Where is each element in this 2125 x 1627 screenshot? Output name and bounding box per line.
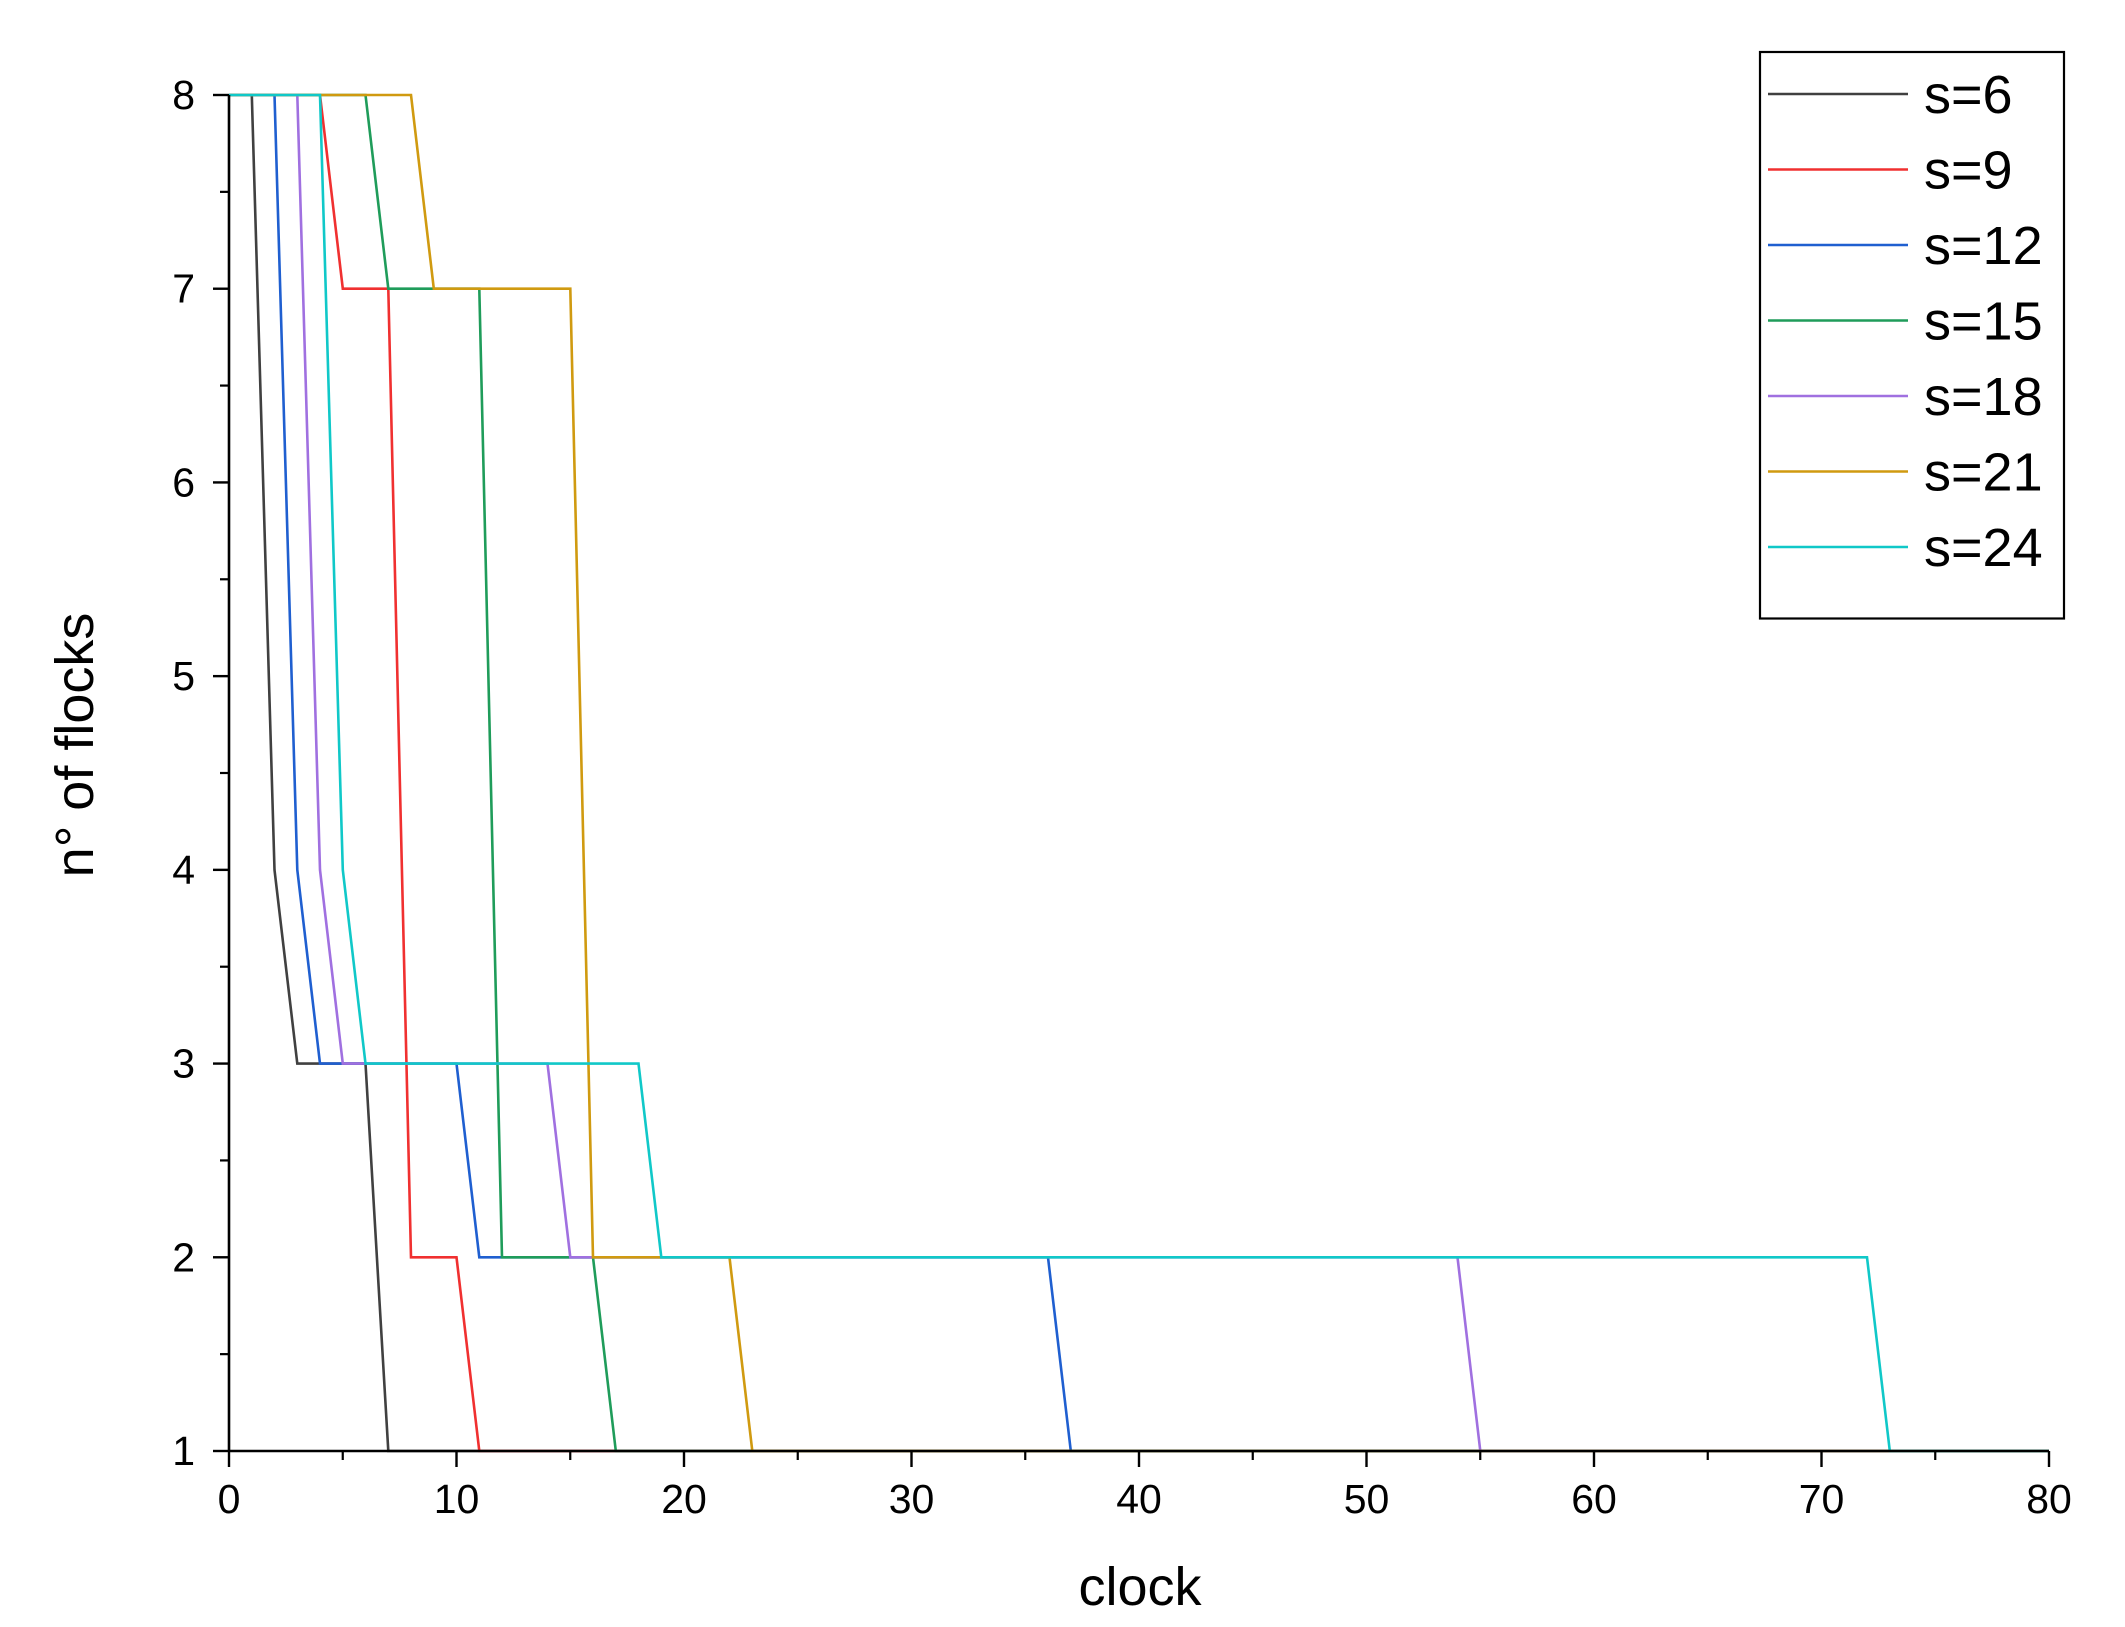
- y-tick-label: 4: [172, 847, 195, 893]
- series-line-6: [229, 93, 2049, 1453]
- y-tick-label: 2: [172, 1234, 195, 1280]
- legend-label: s=9: [1924, 141, 2013, 201]
- legend-label: s=24: [1924, 518, 2043, 578]
- legend-box: [1758, 50, 2066, 620]
- legend-label: s=21: [1924, 443, 2043, 503]
- series-line-3: [229, 93, 2049, 1453]
- x-tick-label: 60: [1571, 1476, 1617, 1522]
- y-tick-label: 5: [172, 653, 195, 699]
- x-tick-label: 30: [889, 1476, 935, 1522]
- legend-label: s=12: [1924, 216, 2043, 276]
- x-tick-label: 0: [218, 1476, 241, 1522]
- series-line-5: [229, 93, 2049, 1453]
- x-tick-label: 10: [434, 1476, 480, 1522]
- series-line-1: [229, 93, 2049, 1453]
- y-tick-label: 8: [172, 72, 195, 118]
- y-axis-title: n° of flocks: [45, 613, 105, 878]
- y-tick-label: 7: [172, 266, 195, 312]
- ticks: 0 10 20 30 40 50 60 70 80 1 2 3 4 5 6 7 8: [172, 72, 2072, 1522]
- series-layer: [229, 93, 2049, 1453]
- x-axis-title: clock: [1078, 1557, 1202, 1617]
- legend-label: s=15: [1924, 292, 2043, 352]
- legend: s=6 s=9 s=12 s=15 s=18 s=21 s=24: [1758, 50, 2066, 620]
- x-tick-label: 20: [661, 1476, 707, 1522]
- x-tick-label: 40: [1116, 1476, 1162, 1522]
- y-tick-label: 6: [172, 459, 195, 505]
- legend-label: s=18: [1924, 367, 2043, 427]
- y-tick-label: 1: [172, 1428, 195, 1474]
- x-tick-label: 70: [1799, 1476, 1845, 1522]
- legend-label: s=6: [1924, 65, 2013, 125]
- x-tick-label: 50: [1344, 1476, 1390, 1522]
- y-tick-label: 3: [172, 1041, 195, 1087]
- x-tick-label: 80: [2026, 1476, 2072, 1522]
